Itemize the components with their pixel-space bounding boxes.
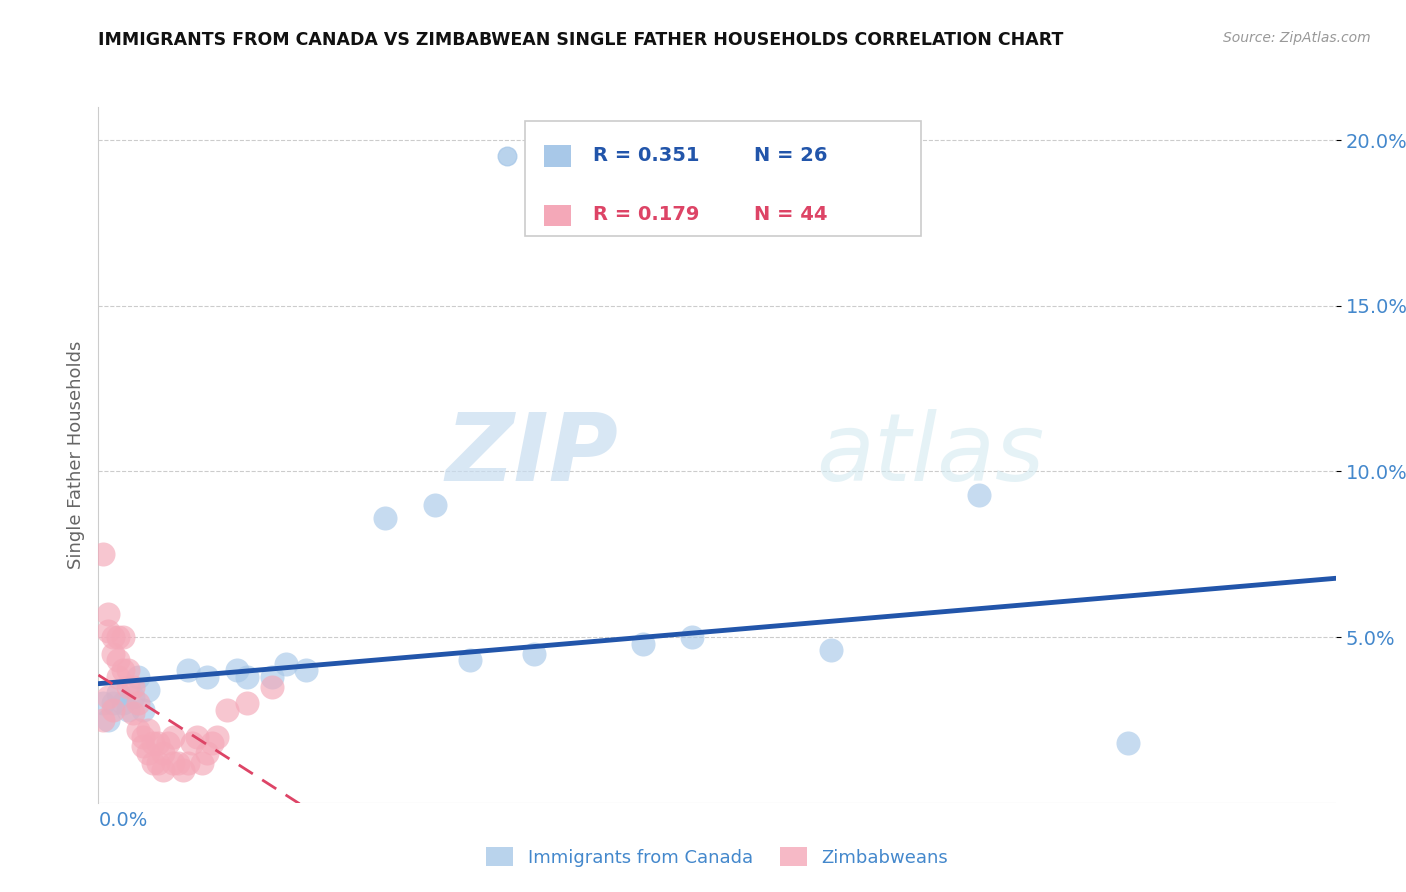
Point (112, 663, 135, 677)
Text: ZIP: ZIP (446, 409, 619, 501)
Text: 0.0%: 0.0% (98, 811, 148, 830)
Point (186, 730, 208, 744)
Point (152, 746, 174, 760)
Point (107, 670, 129, 684)
Point (107, 630, 129, 644)
Point (93, 547, 115, 561)
Text: R = 0.179: R = 0.179 (593, 205, 700, 225)
Point (295, 663, 318, 677)
Text: N = 44: N = 44 (754, 205, 828, 225)
Point (127, 670, 149, 684)
Point (103, 647, 125, 661)
Point (374, 511, 396, 525)
Point (112, 697, 135, 711)
Point (236, 670, 259, 684)
Point (260, 680, 283, 694)
Text: IMMIGRANTS FROM CANADA VS ZIMBABWEAN SINGLE FATHER HOUSEHOLDS CORRELATION CHART: IMMIGRANTS FROM CANADA VS ZIMBABWEAN SIN… (98, 31, 1064, 49)
Point (127, 697, 149, 711)
Point (969, 488, 991, 502)
Point (195, 670, 218, 684)
Point (97, 690, 120, 704)
Point (166, 756, 188, 770)
Point (162, 756, 184, 770)
Point (107, 686, 129, 700)
Point (458, 653, 481, 667)
Point (122, 690, 145, 704)
Point (117, 680, 139, 694)
Point (523, 647, 546, 661)
Point (162, 730, 184, 744)
Point (136, 723, 159, 737)
Point (93, 713, 115, 727)
Point (205, 730, 228, 744)
FancyBboxPatch shape (544, 204, 571, 226)
Point (201, 736, 224, 750)
Point (152, 763, 174, 777)
Point (681, 630, 703, 644)
Point (236, 697, 259, 711)
Point (136, 746, 159, 760)
Point (217, 703, 239, 717)
Point (122, 706, 145, 721)
Point (117, 663, 139, 677)
Point (146, 756, 169, 770)
Point (122, 680, 145, 694)
Point (93, 697, 115, 711)
Point (820, 643, 842, 657)
Point (142, 756, 165, 770)
Point (117, 703, 139, 717)
FancyBboxPatch shape (526, 121, 921, 235)
Text: R = 0.351: R = 0.351 (593, 146, 700, 165)
Point (176, 663, 198, 677)
Legend: Immigrants from Canada, Zimbabweans: Immigrants from Canada, Zimbabweans (479, 840, 955, 874)
Point (195, 746, 218, 760)
FancyBboxPatch shape (544, 145, 571, 167)
Point (191, 756, 214, 770)
Point (226, 663, 249, 677)
Point (132, 703, 155, 717)
Point (103, 630, 125, 644)
Point (107, 653, 129, 667)
Text: atlas: atlas (815, 409, 1045, 500)
Point (176, 756, 198, 770)
Point (260, 670, 283, 684)
Point (132, 730, 155, 744)
Point (97, 713, 120, 727)
Point (631, 637, 654, 651)
Point (156, 736, 179, 750)
Point (103, 697, 125, 711)
Point (276, 657, 298, 671)
Y-axis label: Single Father Households: Single Father Households (66, 341, 84, 569)
Point (1116, 736, 1139, 750)
Point (127, 723, 149, 737)
Point (112, 630, 135, 644)
Point (142, 736, 165, 750)
Point (423, 498, 446, 512)
Point (136, 683, 159, 698)
Point (97, 607, 120, 621)
Point (103, 703, 125, 717)
Point (146, 736, 169, 750)
Text: Source: ZipAtlas.com: Source: ZipAtlas.com (1223, 31, 1371, 45)
Point (181, 736, 204, 750)
Point (132, 739, 155, 754)
Point (172, 763, 194, 777)
Point (97, 624, 120, 638)
Text: N = 26: N = 26 (754, 146, 828, 165)
